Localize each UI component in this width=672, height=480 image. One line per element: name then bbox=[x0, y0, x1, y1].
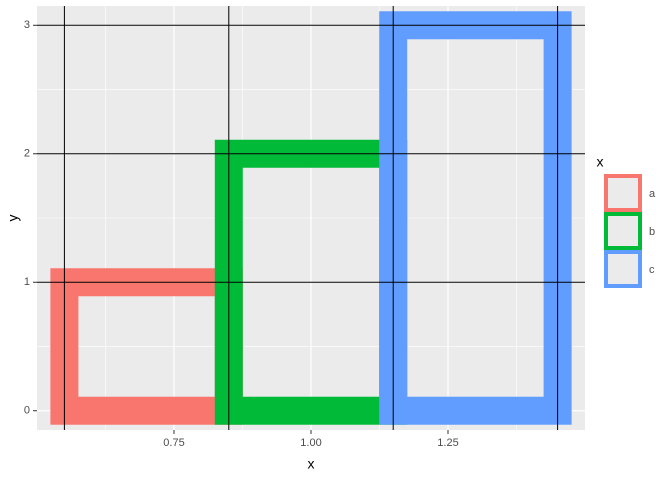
legend-key bbox=[604, 212, 642, 250]
legend-key bbox=[604, 174, 642, 212]
y-tick-label: 2 bbox=[24, 148, 30, 160]
y-tick-label: 0 bbox=[24, 405, 30, 417]
x-tick-label: 1.00 bbox=[300, 437, 321, 449]
y-tick-label: 1 bbox=[24, 276, 30, 288]
x-tick-label: 1.25 bbox=[437, 437, 458, 449]
legend-title: x bbox=[597, 154, 604, 170]
x-axis-label: x bbox=[308, 456, 315, 472]
y-tick-label: 3 bbox=[24, 19, 30, 31]
legend-label: b bbox=[649, 226, 655, 238]
y-axis-label: y bbox=[5, 215, 21, 222]
legend-label: a bbox=[649, 188, 656, 200]
legend-label: c bbox=[649, 264, 655, 276]
legend-key bbox=[604, 250, 642, 288]
x-tick-label: 0.75 bbox=[163, 437, 184, 449]
